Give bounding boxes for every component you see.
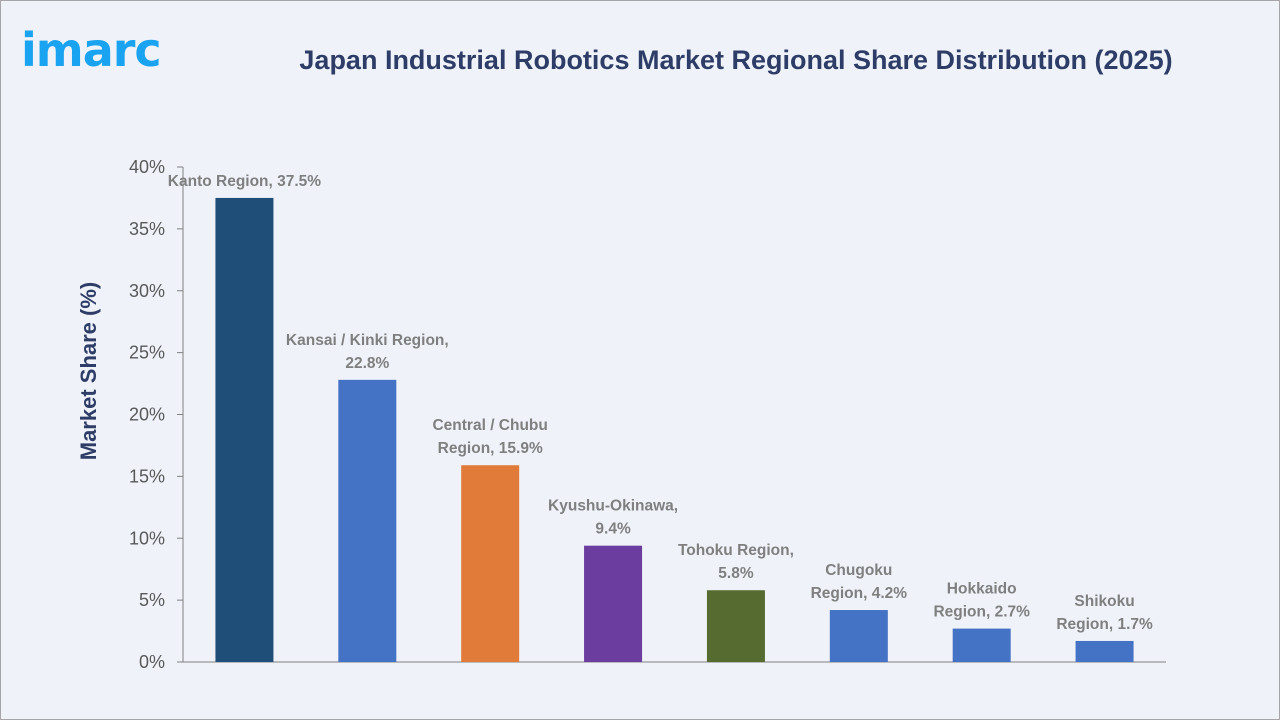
bar-chugoku-region: [829, 610, 888, 662]
y-tick-label: 15%: [129, 466, 165, 486]
data-label: Kanto Region, 37.5%: [168, 173, 322, 190]
bar-hokkaido-region: [952, 628, 1011, 662]
y-tick-label: 0%: [139, 652, 165, 672]
y-tick-label: 5%: [139, 590, 165, 610]
bar-kansai-kinki-region: [338, 379, 397, 662]
data-label: Chugoku: [825, 562, 892, 579]
data-label: 22.8%: [345, 355, 389, 372]
bar-kyushu-okinawa: [584, 545, 643, 662]
data-label: Region, 4.2%: [811, 585, 908, 602]
y-tick-label: 35%: [129, 219, 165, 239]
data-label: Hokkaido: [947, 581, 1017, 598]
y-tick-label: 40%: [129, 157, 165, 177]
data-label: Tohoku Region,: [678, 542, 794, 559]
bar-tohoku-region: [706, 590, 765, 662]
data-label: 9.4%: [595, 521, 631, 538]
y-tick-label: 20%: [129, 405, 165, 425]
data-label: Region, 2.7%: [933, 604, 1030, 621]
data-label: Kyushu-Okinawa,: [548, 498, 678, 515]
y-tick-label: 25%: [129, 343, 165, 363]
bar-shikoku-region: [1075, 640, 1134, 662]
data-label: Central / Chubu: [432, 417, 547, 434]
data-label: 5.8%: [718, 565, 754, 582]
y-tick-label: 30%: [129, 281, 165, 301]
data-label: Kansai / Kinki Region,: [286, 332, 449, 349]
bar-kanto-region: [215, 197, 274, 662]
bar-central-chubu-region: [461, 465, 520, 662]
y-tick-label: 10%: [129, 528, 165, 548]
imarc-logo: imarc: [21, 23, 162, 77]
data-label: Region, 1.7%: [1056, 616, 1153, 633]
data-label: Shikoku: [1074, 593, 1134, 610]
chart-title: Japan Industrial Robotics Market Regiona…: [299, 45, 1173, 75]
data-label: Region, 15.9%: [438, 440, 543, 457]
